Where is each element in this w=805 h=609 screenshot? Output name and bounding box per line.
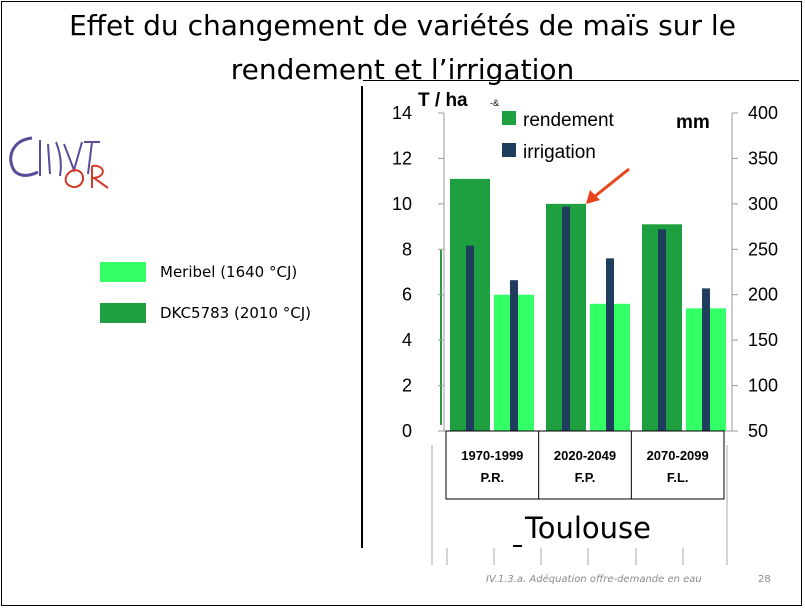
bar-irrigation-dkc5783 bbox=[562, 206, 570, 431]
page-number: 28 bbox=[758, 574, 771, 585]
y-left-tick-label: 10 bbox=[392, 194, 412, 214]
annotation-arrow-head bbox=[586, 190, 600, 204]
site-label: Toulouse bbox=[524, 511, 651, 545]
y-left-tick-label: 2 bbox=[402, 376, 412, 396]
category-code-label: F.L. bbox=[667, 470, 689, 485]
category-period-label: 2020-2049 bbox=[554, 448, 616, 463]
legend-dkc5783-swatch bbox=[100, 303, 146, 323]
category-period-label: 2070-2099 bbox=[647, 448, 709, 463]
legend-rendement-label: rendement bbox=[523, 110, 615, 131]
y-left-tick-label: 0 bbox=[402, 421, 412, 441]
y-right-tick-label: 350 bbox=[748, 148, 778, 168]
legend-meribel-swatch bbox=[100, 262, 146, 282]
bar-irrigation-dkc5783 bbox=[466, 245, 474, 431]
bar-irrigation-meribel bbox=[702, 288, 710, 431]
legend-irrigation-swatch bbox=[502, 143, 516, 157]
y-right-axis-label: mm bbox=[676, 112, 710, 133]
y-right-tick-label: 250 bbox=[748, 239, 778, 259]
legend-meribel-label: Meribel (1640 °CJ) bbox=[160, 263, 298, 281]
bar-irrigation-dkc5783 bbox=[658, 229, 666, 431]
title-line-1: Effet du changement de variétés de maïs … bbox=[69, 9, 736, 42]
footer-text: IV.1.3.a. Adéquation offre-demande en ea… bbox=[486, 574, 702, 585]
y-right-tick-label: 400 bbox=[748, 103, 778, 123]
category-code-label: P.R. bbox=[481, 470, 505, 485]
y-left-tick-label: 14 bbox=[392, 103, 412, 123]
legend-irrigation-label: irrigation bbox=[523, 142, 596, 163]
legend-rendement-swatch bbox=[502, 111, 516, 125]
y-right-tick-label: 200 bbox=[748, 285, 778, 305]
category-period-label: 1970-1999 bbox=[461, 448, 523, 463]
y-left-tick-label: 12 bbox=[392, 148, 412, 168]
category-code-label: F.P. bbox=[575, 470, 596, 485]
y-left-tick-label: 8 bbox=[402, 239, 412, 259]
y-left-tick-label: 6 bbox=[402, 285, 412, 305]
y-left-tick-label: 4 bbox=[402, 330, 412, 350]
bar-irrigation-meribel bbox=[510, 280, 518, 431]
y-left-axis-suffix: -& bbox=[490, 98, 499, 108]
bar-irrigation-meribel bbox=[606, 258, 614, 431]
y-right-tick-label: 100 bbox=[748, 376, 778, 396]
y-left-axis-label: T / ha bbox=[418, 90, 468, 111]
climator-logo bbox=[9, 136, 109, 189]
y-right-tick-label: 300 bbox=[748, 194, 778, 214]
legend-dkc5783-label: DKC5783 (2010 °CJ) bbox=[160, 304, 312, 322]
y-right-tick-label: 50 bbox=[748, 421, 768, 441]
category-box-frame bbox=[445, 430, 725, 500]
title-underline bbox=[363, 80, 799, 81]
annotation-arrow-shaft bbox=[593, 167, 630, 199]
y-right-tick-label: 150 bbox=[748, 330, 778, 350]
